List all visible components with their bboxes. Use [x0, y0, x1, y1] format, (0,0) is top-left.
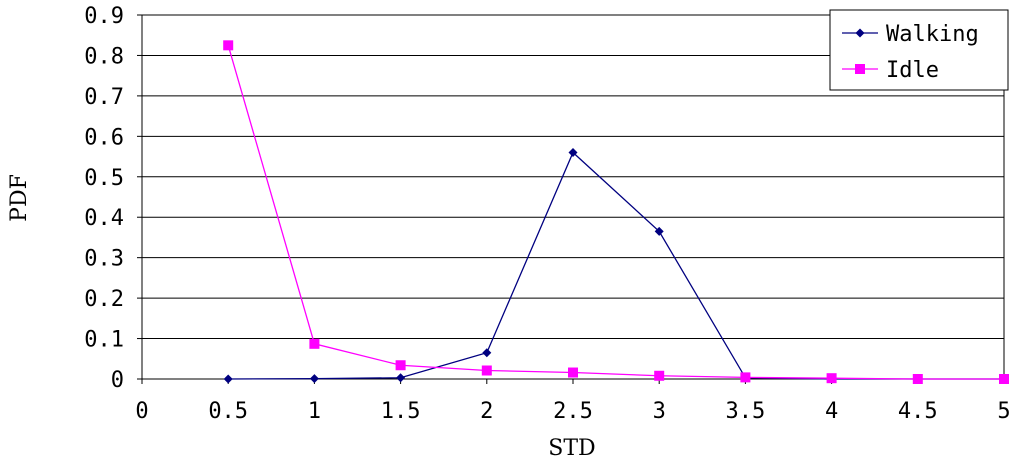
data-point-idle — [826, 373, 837, 384]
x-tick-label: 0 — [135, 399, 148, 424]
y-axis-title: PDF — [7, 174, 32, 222]
legend-box — [829, 9, 1009, 91]
x-tick-label: 2.5 — [553, 399, 593, 424]
legend-item-idle: Idle — [842, 58, 939, 83]
series-line-walking — [228, 151, 1004, 380]
data-point-idle — [740, 372, 751, 383]
y-tick-label: 0.9 — [84, 4, 124, 29]
x-tick-label: 1.5 — [381, 399, 421, 424]
data-point-idle — [999, 374, 1009, 384]
legend-label: Walking — [886, 22, 979, 47]
series — [223, 40, 1009, 384]
data-point-idle — [912, 374, 923, 384]
legend: Walking Idle — [829, 9, 1009, 91]
legend-marker — [855, 28, 865, 38]
x-tick-label: 2 — [480, 399, 493, 424]
x-tick-label: 4.5 — [898, 399, 938, 424]
y-tick-label: 0 — [111, 368, 124, 393]
data-point-idle — [223, 40, 234, 51]
x-tick-label: 3.5 — [726, 399, 766, 424]
y-tick-label: 0.7 — [84, 85, 124, 110]
data-point-walking — [568, 148, 578, 158]
legend-item-walking: Walking — [842, 22, 979, 47]
data-point-idle — [654, 370, 665, 381]
legend-label: Idle — [886, 58, 939, 83]
x-tick-label: 5 — [997, 399, 1010, 424]
data-point-idle — [309, 338, 320, 349]
y-tick-label: 0.5 — [84, 166, 124, 191]
y-tick-label: 0.8 — [84, 44, 124, 69]
data-point-walking — [223, 374, 233, 384]
x-tick-labels: 0 0.5 1 1.5 2 2.5 3 3.5 4 4.5 5 — [135, 399, 1010, 424]
data-point-walking — [309, 374, 319, 384]
series-idle — [223, 40, 1009, 384]
grid-lines — [142, 14, 1004, 340]
y-tick-label: 0.6 — [84, 125, 124, 150]
y-tick-label: 0.4 — [84, 206, 124, 231]
data-point-walking — [482, 348, 492, 358]
data-point-idle — [481, 365, 492, 376]
series-line-idle — [227, 45, 1004, 380]
data-point-idle — [568, 367, 578, 378]
y-tick-label: 0.3 — [84, 247, 124, 272]
x-tick-label: 0.5 — [208, 399, 248, 424]
x-axis-title: STD — [548, 436, 595, 461]
x-tick-label: 4 — [825, 399, 838, 424]
legend-marker — [855, 64, 865, 74]
data-point-walking — [396, 373, 406, 383]
data-point-idle — [395, 360, 406, 371]
series-walking — [223, 148, 1009, 384]
y-tick-label: 0.2 — [84, 287, 124, 312]
y-tick-labels: 0 0.1 0.2 0.3 0.4 0.5 0.6 0.7 0.8 0.9 — [84, 4, 124, 393]
x-tick-label: 3 — [653, 399, 666, 424]
x-tick-label: 1 — [308, 399, 321, 424]
y-tick-label: 0.1 — [84, 328, 124, 353]
data-point-walking — [654, 226, 664, 236]
